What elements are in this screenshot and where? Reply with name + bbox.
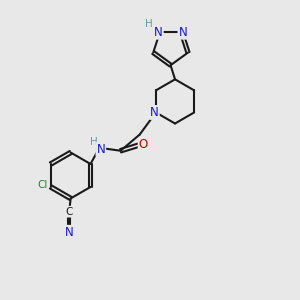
Text: H: H: [145, 19, 153, 29]
Text: N: N: [154, 26, 163, 39]
Text: C: C: [65, 207, 73, 217]
Text: Cl: Cl: [37, 181, 48, 190]
Text: N: N: [150, 106, 159, 119]
Text: N: N: [97, 143, 105, 156]
Text: H: H: [90, 137, 98, 148]
Text: N: N: [178, 26, 187, 39]
Text: N: N: [65, 226, 74, 239]
Text: O: O: [139, 138, 148, 151]
